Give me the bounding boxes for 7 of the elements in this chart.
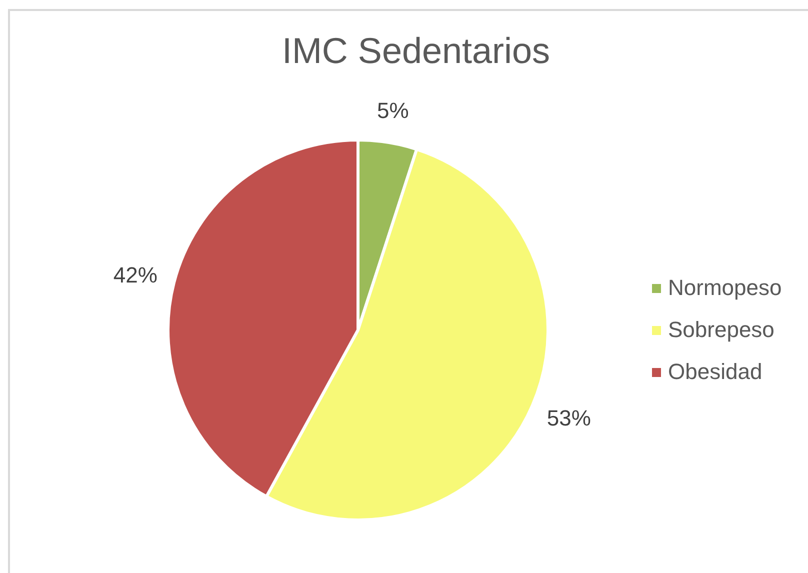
chart-title: IMC Sedentarios: [280, 30, 552, 72]
data-label: 53%: [546, 406, 591, 431]
data-label: 42%: [113, 262, 158, 288]
data-label: 5%: [377, 98, 409, 124]
legend-label: Normopeso: [668, 275, 782, 301]
legend-label: Sobrepeso: [668, 317, 774, 343]
legend-label: Obesidad: [668, 359, 762, 385]
